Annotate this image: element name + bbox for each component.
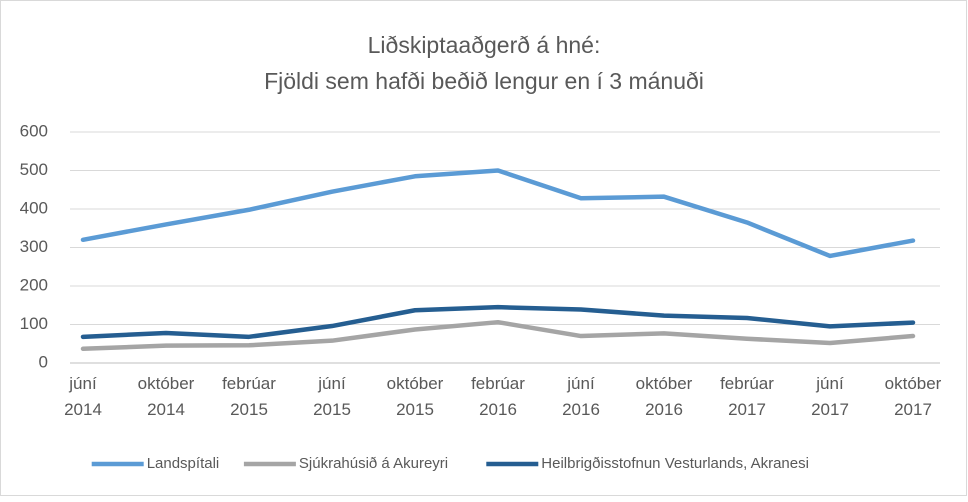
legend-label: Sjúkrahúsið á Akureyri [299,455,448,472]
legend-label: Landspítali [147,455,220,472]
x-tick-label: október 2014 [138,374,195,419]
x-tick-label: október 2017 [885,374,942,419]
chart-subtitle: Fjöldi sem hafði beðið lengur en í 3 mán… [264,68,704,94]
x-tick-label: október 2015 [387,374,444,419]
series-line [80,168,916,259]
series-line [80,304,916,340]
y-tick-label: 100 [20,314,48,333]
y-tick-label: 0 [39,352,48,371]
y-tick-label: 500 [20,160,48,179]
x-tick-label: júní 2017 [811,374,849,419]
x-tick-label: júní 2014 [64,374,102,419]
chart-title: Liðskiptaaðgerð á hné: [368,32,601,58]
x-tick-label: júní 2016 [562,374,600,419]
y-tick-label: 200 [20,275,48,294]
x-tick-label: febrúar 2017 [720,374,774,419]
y-tick-label: 400 [20,198,48,217]
y-tick-label: 300 [20,237,48,256]
legend-label: Heilbrigðisstofnun Vesturlands, Akranesi [541,455,809,472]
x-tick-label: febrúar 2016 [471,374,525,419]
y-tick-label: 600 [20,121,48,140]
series-line [80,319,916,352]
x-tick-label: júní 2015 [313,374,351,419]
x-tick-label: febrúar 2015 [222,374,276,419]
x-tick-label: október 2016 [636,374,693,419]
